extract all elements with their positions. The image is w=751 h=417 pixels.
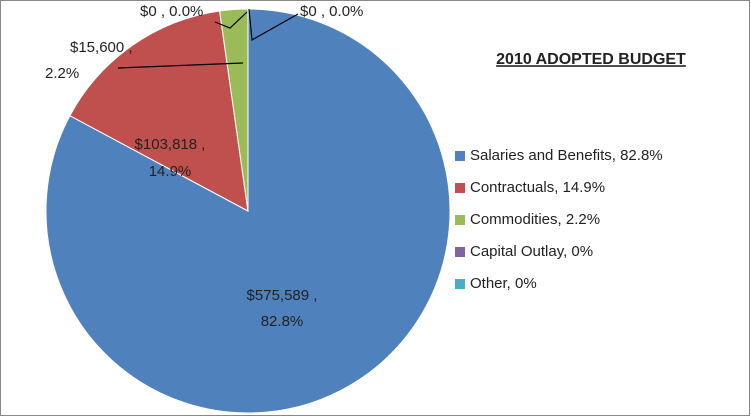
legend-label: Salaries and Benefits, 82.8%	[470, 147, 663, 164]
leader-line	[117, 62, 244, 69]
legend-label: Capital Outlay, 0%	[470, 243, 593, 260]
legend-swatch	[455, 151, 465, 161]
legend-swatch	[455, 247, 465, 257]
leader-line	[214, 11, 248, 29]
chart-title: 2010 ADOPTED BUDGET	[496, 51, 686, 68]
data-label: 14.9%	[149, 163, 192, 180]
data-label: $575,589 ,	[247, 287, 318, 304]
data-label: $103,818 ,	[135, 136, 206, 153]
legend-swatch	[455, 183, 465, 193]
data-label: $15,600 ,	[70, 39, 133, 56]
legend-label: Commodities, 2.2%	[470, 211, 600, 228]
data-label: 82.8%	[261, 313, 304, 330]
leader-line	[248, 8, 299, 41]
data-label: 2.2%	[45, 65, 79, 82]
legend-swatch	[455, 215, 465, 225]
legend-swatch	[455, 279, 465, 289]
pie-slice	[69, 10, 249, 212]
data-label: $0 , 0.0%	[300, 3, 363, 20]
data-label: $0 , 0.0%	[140, 3, 203, 20]
legend-label: Other, 0%	[470, 275, 537, 292]
legend-label: Contractuals, 14.9%	[470, 179, 605, 196]
